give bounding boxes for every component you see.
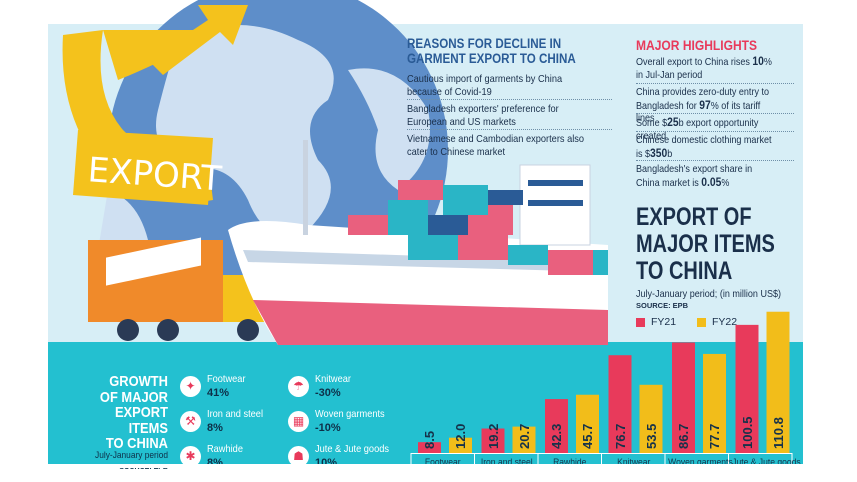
growth-item-name: Woven garments [315,408,385,420]
bar-fy21-4 [672,342,695,453]
category-label: Woven garments [668,457,733,468]
rawhide-icon: ✱ [180,446,201,467]
fabric-icon: ▦ [288,411,309,432]
bar-value-label: 42.3 [549,423,564,449]
growth-item-name: Rawhide [207,443,243,455]
highlight-item: Some $25b export opportunity created [636,115,759,142]
bar-value-label: 12.0 [453,423,468,449]
steel-icon: ⚒ [180,411,201,432]
legend-label-fy22: FY22 [712,316,738,328]
legend-swatch-fy21 [636,318,645,327]
growth-item-name: Jute & Jute goods [315,443,389,455]
growth-item-value: 41% [207,387,230,399]
bag-icon: ☗ [288,446,309,467]
growth-title: GROWTH OF MAJOR EXPORT ITEMS TO CHINA [99,373,168,452]
divider [636,160,794,161]
chart-title-line: EXPORT OF [636,203,752,231]
reason-item: Bangladesh exporters' preference for Eur… [407,103,559,128]
reason-item: Cautious import of garments by China bec… [407,73,563,98]
bar-fy22-2 [576,394,599,453]
bar-value-label: 86.7 [676,423,691,449]
category-label: Iron and steel [480,457,533,468]
growth-subtitle: July-January period [95,450,168,461]
tshirt-icon: ☂ [288,376,309,397]
reason-item: Vietnamese and Cambodian exporters also … [407,133,585,158]
growth-item-name: Knitwear [315,373,351,385]
bar-value-label: 20.7 [516,423,532,449]
bar-fy22-0 [449,437,472,453]
bar-value-label: 53.5 [643,423,659,449]
divider [636,83,794,84]
chart-title-line: TO CHINA [636,257,733,285]
ship-icon [228,140,608,345]
highlight-item: Overall export to China rises 10% in Jul… [636,54,772,81]
bar-value-label: 76.7 [612,423,628,449]
bar-value-label: 8.5 [422,430,437,449]
growth-item-value: -30% [315,387,341,399]
divider [636,131,794,132]
bar-fy21-2 [545,399,568,453]
highlight-item: Chinese domestic clothing market is $350… [636,134,772,160]
category-label: Knitwear [616,457,650,468]
bar-fy21-0 [418,442,441,453]
bar-fy22-1 [512,426,536,453]
category-label: Footwear [424,457,461,468]
highlight-item: Bangladesh's export share in China marke… [636,163,753,189]
reasons-title: REASONS FOR DECLINE IN GARMENT EXPORT TO… [407,36,576,66]
arrow-icon [148,5,248,75]
highlight-item: China provides zero-duty entry to Bangla… [636,86,770,124]
growth-item-value: -10% [315,422,341,434]
divider [407,129,612,130]
growth-item-name: Iron and steel [207,408,264,420]
highlights-title: MAJOR HIGHLIGHTS [636,37,758,53]
chart-title: EXPORT OF MAJOR ITEMS TO CHINA [636,204,775,285]
chart-subtitle: July-January period; (in million US$) [636,288,782,300]
legend-swatch-fy22 [697,318,706,327]
export-illustration: EXPORT [62,0,608,345]
bar-value-label: 110.8 [770,417,786,449]
bar-fy22-5 [766,311,790,453]
category-label: Jute & Jute goods [731,457,801,468]
growth-item-name: Footwear [207,373,246,385]
chart-title-line: MAJOR ITEMS [636,230,775,258]
bar-fy21-5 [735,324,759,453]
bar-fy22-3 [639,384,663,453]
category-label: Rawhide [553,457,587,468]
bar-value-label: 19.2 [485,423,501,449]
export-badge-text: EXPORT [86,150,223,199]
growth-item-value: 8% [207,422,223,434]
divider [48,464,803,468]
divider [636,113,794,114]
divider [407,99,612,100]
chart-source: SOURCE: EPB [636,301,689,310]
bar-value-label: 45.7 [580,423,595,449]
bar-value-label: 100.5 [739,416,755,449]
bar-fy21-1 [481,428,505,453]
shoe-icon: ✦ [180,376,201,397]
legend-label-fy21: FY21 [651,316,677,328]
bar-fy22-4 [703,353,726,453]
export-badge [73,130,213,205]
bar-fy21-3 [608,355,632,453]
bar-value-label: 77.7 [707,423,722,449]
